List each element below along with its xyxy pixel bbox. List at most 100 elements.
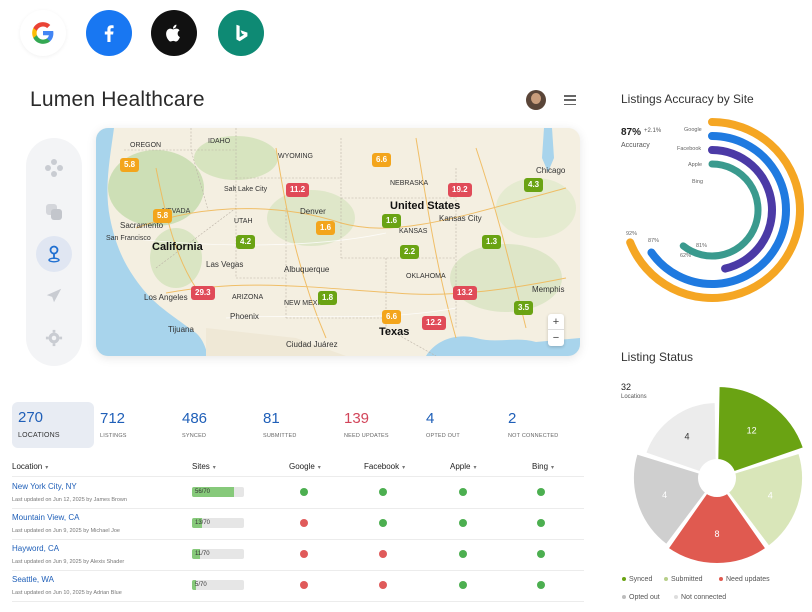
sidebar-item-send[interactable] — [36, 278, 72, 314]
pie-legend-item: Submitted — [664, 576, 703, 583]
map-place-label: Chicago — [536, 166, 566, 175]
map-place-label: NEVADA — [162, 208, 191, 215]
error-circle-icon — [379, 550, 387, 558]
legend-dot-icon — [622, 595, 626, 600]
stat-listings[interactable]: 712 LISTINGS — [100, 410, 127, 439]
stat-submitted[interactable]: 81 SUBMITTED — [263, 410, 297, 439]
check-circle-icon — [537, 550, 545, 558]
column-header-location[interactable]: Location ▾ — [12, 462, 49, 471]
map-background — [96, 128, 580, 356]
map-place-label: Albuquerque — [284, 265, 330, 274]
location-name-link[interactable]: New York City, NY — [12, 482, 77, 491]
page-title: Lumen Healthcare — [30, 88, 205, 111]
sidebar — [26, 138, 82, 366]
user-avatar[interactable] — [526, 90, 546, 110]
stat-synced[interactable]: 486 SYNCED — [182, 410, 207, 439]
check-circle-icon — [537, 488, 545, 496]
locations-map[interactable]: OREGON IDAHO WYOMING Salt Lake City NEVADA UT… — [96, 128, 580, 356]
map-place-label: Kansas City — [439, 214, 482, 223]
apple-logo[interactable] — [151, 10, 197, 56]
stat-locations[interactable]: 270 LOCATIONS — [12, 402, 94, 448]
map-marker[interactable]: 4.2 — [236, 235, 256, 249]
map-place-label: Memphis — [532, 285, 565, 294]
hamburger-menu-icon[interactable] — [564, 95, 576, 105]
map-marker[interactable]: 4.3 — [524, 178, 544, 192]
stat-not-connected[interactable]: 2 NOT CONNECTED — [508, 410, 558, 439]
accuracy-bar-apple — [708, 146, 776, 273]
sidebar-item-locations[interactable] — [36, 236, 72, 272]
sidebar-item-dashboard[interactable] — [36, 150, 72, 186]
bing-logo[interactable] — [218, 10, 264, 56]
sidebar-item-settings[interactable] — [36, 320, 72, 356]
stat-label: SYNCED — [182, 433, 207, 439]
accuracy-series-label: Google — [684, 127, 702, 133]
accuracy-delta: +2.1% — [644, 128, 662, 134]
sites-progress-bar — [192, 518, 244, 528]
column-header-apple[interactable]: Apple ▾ — [450, 462, 477, 471]
pie-legend-item: Need updates — [719, 576, 770, 583]
stat-opted-out[interactable]: 4 OPTED OUT — [426, 410, 460, 439]
sites-progress-fill — [192, 549, 201, 559]
legend-dot-icon — [674, 595, 678, 600]
map-marker[interactable]: 1.6 — [382, 214, 402, 228]
layers-icon — [46, 204, 62, 220]
pie-slice-need-updates[interactable] — [666, 491, 768, 565]
map-marker[interactable]: 1.3 — [482, 235, 502, 249]
map-place-label: Los Angeles — [144, 293, 188, 302]
accuracy-series-value: 92% — [626, 231, 638, 237]
location-name-link[interactable]: Hayword, CA — [12, 544, 60, 553]
pie-slice-synced[interactable] — [716, 384, 806, 474]
map-marker[interactable]: 5.8 — [120, 158, 140, 172]
map-marker[interactable]: 11.2 — [286, 183, 310, 197]
pie-slice-not-connected[interactable] — [643, 400, 718, 474]
pie-legend-item: Not connected — [674, 594, 726, 601]
listing-status-title: Listing Status — [621, 350, 694, 364]
map-marker[interactable]: 13.2 — [453, 286, 477, 300]
locations-count: 32 — [621, 382, 632, 392]
map-place-label: Salt Lake City — [224, 186, 268, 193]
map-marker[interactable]: 2.2 — [400, 245, 420, 259]
accuracy-series-value: 62% — [680, 253, 692, 259]
location-name-link[interactable]: Mountain View, CA — [12, 513, 80, 522]
table-divider — [12, 539, 584, 540]
check-circle-icon — [459, 550, 467, 558]
column-header-google[interactable]: Google ▾ — [289, 462, 321, 471]
zoom-out-button[interactable]: − — [552, 332, 560, 344]
map-marker[interactable]: 3.5 — [514, 301, 534, 315]
location-pin-icon — [48, 245, 60, 263]
pie-slice-opted-out[interactable] — [632, 452, 708, 547]
sidebar-item-listings[interactable] — [36, 194, 72, 230]
column-header-sites[interactable]: Sites ▾ — [192, 462, 216, 471]
map-marker[interactable]: 1.6 — [316, 221, 336, 235]
map-marker[interactable]: 12.2 — [422, 316, 446, 330]
map-marker[interactable]: 6.6 — [382, 310, 402, 324]
column-header-facebook[interactable]: Facebook ▾ — [364, 462, 406, 471]
location-name-link[interactable]: Seattle, WA — [12, 575, 54, 584]
map-marker[interactable]: 1.8 — [318, 291, 338, 305]
column-header-bing[interactable]: Bing ▾ — [532, 462, 555, 471]
map-marker[interactable]: 29.3 — [191, 286, 215, 300]
error-circle-icon — [300, 550, 308, 558]
map-place-label: NEBRASKA — [390, 180, 429, 187]
table-divider — [12, 508, 584, 509]
map-marker[interactable]: 19.2 — [448, 183, 472, 197]
pie-slice-value: 12 — [747, 425, 757, 435]
map-marker[interactable]: 5.8 — [153, 209, 173, 223]
accuracy-label: Accuracy — [621, 142, 650, 149]
stat-value: 139 — [344, 410, 370, 427]
zoom-in-button[interactable]: + — [548, 314, 564, 330]
map-marker[interactable]: 6.6 — [372, 153, 392, 167]
pie-slice-submitted[interactable] — [726, 451, 804, 549]
sites-progress-fill — [192, 580, 196, 590]
facebook-logo[interactable] — [86, 10, 132, 56]
pie-legend-item: Opted out — [622, 594, 660, 601]
google-logo[interactable] — [20, 10, 66, 56]
stat-value: 81 — [263, 410, 280, 427]
map-place-label: Sacramento — [120, 221, 164, 230]
stat-need-updates[interactable]: 139 NEED UPDATES — [344, 410, 389, 439]
stat-label: NEED UPDATES — [344, 433, 389, 439]
listing-status-pie-chart: 12 4 8 4 4 — [632, 384, 806, 565]
map-place-label: NEW MEXICO — [284, 300, 330, 307]
sites-progress-fill — [192, 487, 234, 497]
stat-label: LOCATIONS — [18, 432, 60, 439]
